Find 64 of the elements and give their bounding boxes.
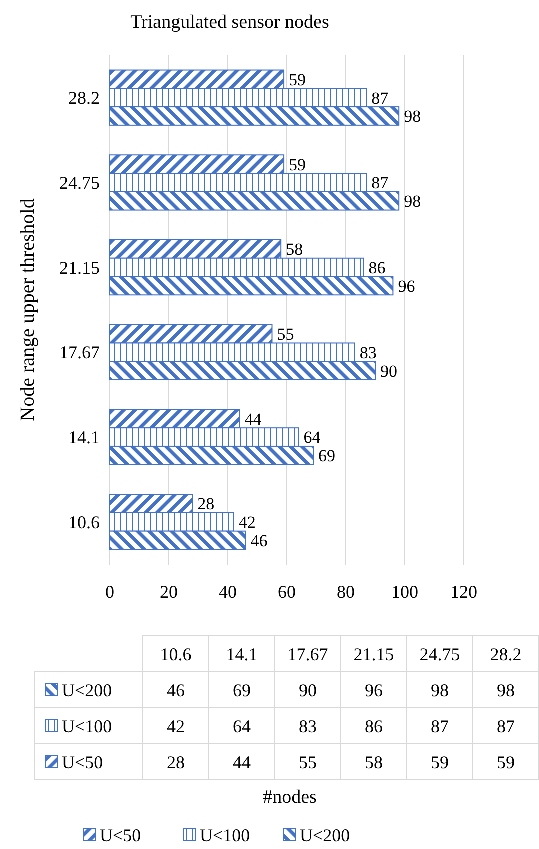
data-label: 83	[360, 343, 377, 362]
y-tick-label: 14.1	[68, 428, 100, 448]
y-tick-label: 17.67	[60, 342, 100, 363]
data-label: 58	[365, 752, 383, 772]
y-tick-label: U<100	[62, 716, 112, 736]
x-tick-label: 10.6	[160, 644, 192, 664]
data-label: 64	[304, 428, 322, 448]
x-tick-label: 60	[278, 582, 296, 602]
data-label: 28	[198, 494, 215, 514]
data-label: 86	[365, 716, 383, 736]
x-tick-label: 17.67	[288, 644, 328, 664]
data-label: 59	[431, 752, 449, 772]
data-label: 46	[167, 680, 185, 700]
data-label: 69	[233, 680, 251, 700]
y-tick-label: 24.75	[60, 173, 100, 194]
legend-label: U<100	[200, 825, 250, 846]
data-label: 87	[431, 716, 449, 736]
chart-title: Triangulated sensor nodes	[130, 12, 330, 33]
y-tick-label: 21.15	[60, 258, 100, 278]
data-label: 96	[365, 680, 383, 700]
data-label: 98	[497, 680, 515, 700]
data-label: 87	[372, 88, 390, 108]
x-tick-label: 0	[106, 582, 114, 602]
data-label: 90	[380, 362, 398, 381]
data-label: 44	[233, 752, 251, 772]
data-label: 59	[497, 752, 515, 772]
data-label: 87	[372, 174, 390, 193]
x-tick-label: 28.2	[490, 644, 522, 664]
x-tick-label: 100	[392, 582, 418, 602]
data-label: 98	[431, 680, 449, 700]
data-label: 64	[233, 716, 251, 736]
x-tick-label: 20	[160, 582, 178, 602]
data-label: 87	[497, 716, 515, 736]
y-tick-label: U<200	[62, 680, 112, 700]
data-label: 28	[167, 752, 185, 772]
x-tick-label: 21.15	[354, 644, 394, 664]
data-label: 44	[244, 410, 262, 429]
x-axis-title: #nodes	[263, 787, 317, 808]
data-label: 98	[404, 107, 422, 126]
y-tick-label: U<50	[62, 752, 104, 772]
data-label: 96	[398, 276, 416, 296]
data-label: 55	[299, 752, 317, 772]
data-label: 58	[286, 240, 304, 260]
y-axis-title: Node range upper threshold	[17, 198, 39, 422]
data-label: 86	[368, 258, 386, 278]
data-label: 59	[289, 70, 306, 90]
data-label: 90	[299, 680, 317, 700]
data-label: 42	[167, 716, 185, 736]
data-label: 69	[318, 446, 336, 466]
x-tick-label: 14.1	[226, 644, 258, 664]
y-tick-label: 10.6	[68, 512, 100, 532]
x-tick-label: 120	[450, 582, 478, 602]
legend-label: U<200	[300, 825, 350, 846]
data-label: 98	[404, 192, 422, 212]
data-label: 55	[277, 324, 294, 344]
y-tick-label: 28.2	[68, 88, 100, 108]
data-label: 59	[289, 155, 306, 174]
legend-label: U<50	[100, 825, 142, 846]
x-tick-label: 80	[337, 582, 355, 602]
data-label: 42	[238, 513, 256, 532]
data-label: 83	[299, 716, 317, 736]
data-label: 46	[250, 531, 268, 550]
x-tick-label: 24.75	[420, 644, 460, 664]
x-tick-label: 40	[219, 582, 237, 602]
